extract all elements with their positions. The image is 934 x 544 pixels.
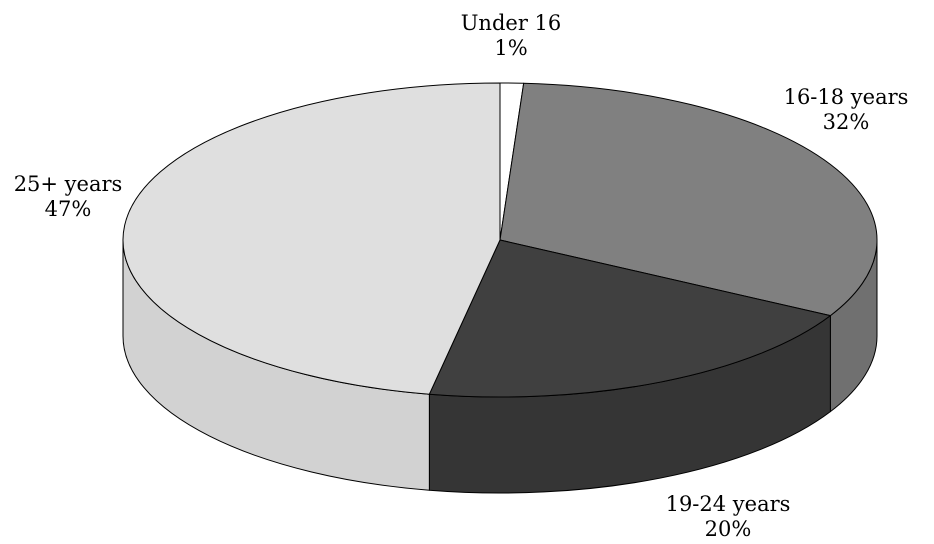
slice-label-under-16: Under 16 1%: [461, 11, 562, 60]
slice-label-16-18: 16-18 years 32%: [784, 85, 909, 134]
slice-label-25-plus: 25+ years 47%: [14, 172, 123, 221]
slice-percent-16-18: 32%: [823, 110, 870, 134]
pie-slices: [122, 82, 878, 398]
slice-name-19-24: 19-24 years: [666, 492, 791, 516]
slice-name-25-plus: 25+ years: [14, 172, 123, 196]
slice-top-19-24: [428, 239, 831, 398]
slice-top-25-plus: [122, 82, 501, 395]
slice-name-16-18: 16-18 years: [784, 85, 909, 109]
slice-percent-25-plus: 47%: [45, 197, 92, 221]
slice-percent-under-16: 1%: [494, 36, 527, 60]
slice-percent-19-24: 20%: [705, 517, 752, 541]
slice-top-16-18: [499, 82, 878, 317]
slice-name-under-16: Under 16: [461, 11, 562, 35]
slice-label-19-24: 19-24 years 20%: [666, 492, 791, 541]
